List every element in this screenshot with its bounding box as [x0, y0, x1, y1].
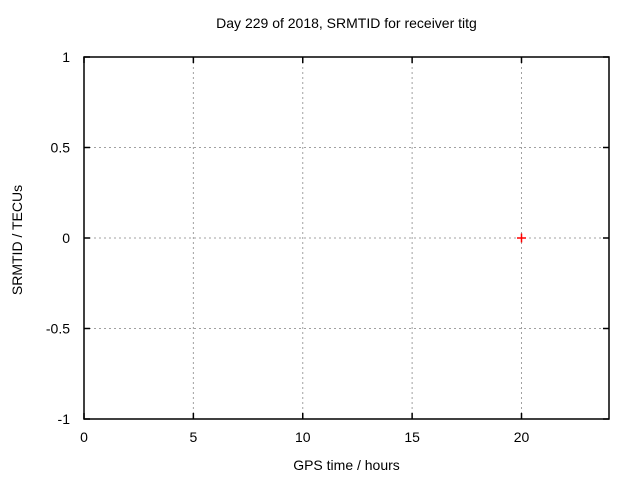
- y-axis-label: SRMTID / TECUs: [9, 184, 25, 296]
- y-tick-label: -1: [58, 411, 71, 427]
- y-tick-label: 0.5: [51, 140, 71, 156]
- chart-title: Day 229 of 2018, SRMTID for receiver tit…: [216, 15, 477, 31]
- x-tick-label: 0: [80, 429, 88, 445]
- x-tick-label: 10: [295, 429, 311, 445]
- x-tick-label: 20: [514, 429, 530, 445]
- y-tick-label: 0: [62, 230, 70, 246]
- x-tick-label: 15: [404, 429, 420, 445]
- y-tick-label: -0.5: [46, 321, 70, 337]
- y-tick-label: 1: [62, 49, 70, 65]
- x-axis-label: GPS time / hours: [293, 457, 400, 473]
- x-tick-label: 5: [189, 429, 197, 445]
